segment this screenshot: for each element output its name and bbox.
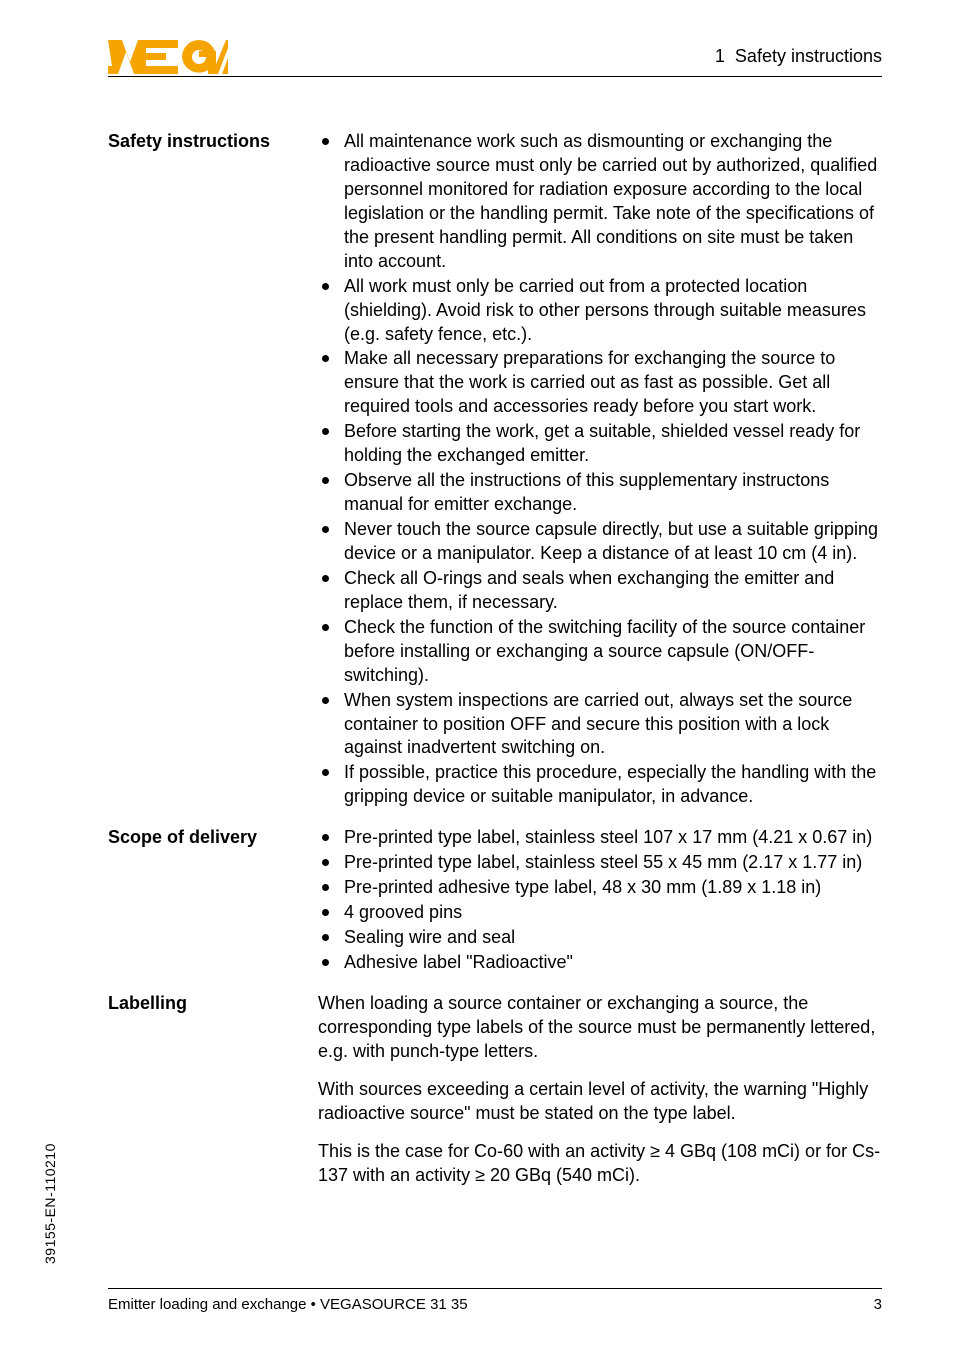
paragraph: This is the case for Co-60 with an activ… (318, 1140, 882, 1188)
list-item: 4 grooved pins (318, 901, 882, 925)
list-item: All maintenance work such as dismounting… (318, 130, 882, 274)
list-item: When system inspections are carried out,… (318, 689, 882, 761)
document-id-vertical: 39155-EN-110210 (42, 1143, 58, 1264)
bullet-list: All maintenance work such as dismounting… (318, 130, 882, 809)
footer-divider (108, 1288, 882, 1289)
paragraph: With sources exceeding a certain level o… (318, 1078, 882, 1126)
bullet-list: Pre-printed type label, stainless steel … (318, 826, 882, 975)
list-item: Never touch the source capsule directly,… (318, 518, 882, 566)
footer-left-text: Emitter loading and exchange • VEGASOURC… (108, 1296, 468, 1313)
section-body: When loading a source container or excha… (318, 992, 882, 1188)
list-item: If possible, practice this procedure, es… (318, 761, 882, 809)
list-item: Observe all the instructions of this sup… (318, 469, 882, 517)
list-item: Pre-printed adhesive type label, 48 x 30… (318, 876, 882, 900)
page: 1 Safety instructions Safety instruction… (0, 0, 954, 1354)
list-item: Check all O-rings and seals when exchang… (318, 567, 882, 615)
content-area: Safety instructions All maintenance work… (108, 130, 882, 1203)
list-item: Adhesive label "Radioactive" (318, 951, 882, 975)
section-label: Labelling (108, 992, 318, 1188)
section-body: All maintenance work such as dismounting… (318, 130, 882, 810)
section-labelling: Labelling When loading a source containe… (108, 992, 882, 1188)
section-safety-instructions: Safety instructions All maintenance work… (108, 130, 882, 810)
header-section-title: 1 Safety instructions (715, 46, 882, 67)
list-item: Sealing wire and seal (318, 926, 882, 950)
header-section-number: 1 (715, 46, 725, 66)
section-scope-of-delivery: Scope of delivery Pre-printed type label… (108, 826, 882, 976)
paragraph: When loading a source container or excha… (318, 992, 882, 1064)
section-label: Scope of delivery (108, 826, 318, 976)
list-item: Check the function of the switching faci… (318, 616, 882, 688)
page-number: 3 (874, 1296, 882, 1313)
list-item: Pre-printed type label, stainless steel … (318, 826, 882, 850)
page-footer: Emitter loading and exchange • VEGASOURC… (108, 1288, 882, 1318)
list-item: Before starting the work, get a suitable… (318, 420, 882, 468)
list-item: Pre-printed type label, stainless steel … (318, 851, 882, 875)
header-divider (108, 76, 882, 77)
header-section-name: Safety instructions (735, 46, 882, 66)
list-item: Make all necessary preparations for exch… (318, 347, 882, 419)
page-header: 1 Safety instructions (108, 46, 882, 90)
section-body: Pre-printed type label, stainless steel … (318, 826, 882, 976)
list-item: All work must only be carried out from a… (318, 275, 882, 347)
section-label: Safety instructions (108, 130, 318, 810)
